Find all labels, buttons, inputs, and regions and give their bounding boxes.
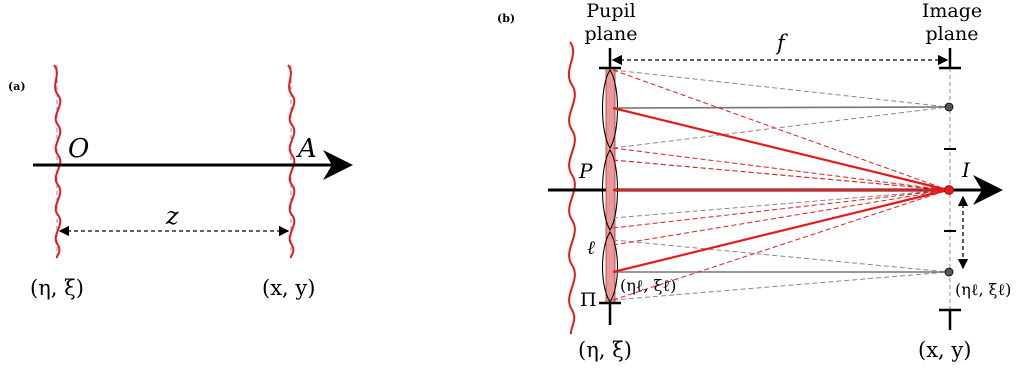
target-wavefront bbox=[287, 64, 296, 259]
lenslet-top bbox=[601, 69, 619, 150]
red-ray-top bbox=[612, 106, 949, 192]
lenslet-middle bbox=[601, 149, 619, 232]
pupil-plane-title-2: plane bbox=[584, 23, 637, 45]
end-label: A bbox=[296, 134, 317, 164]
point-P-label: P bbox=[578, 159, 593, 183]
incoming-wavefront bbox=[567, 41, 576, 335]
grey-dashed-rays bbox=[612, 69, 949, 301]
chief-ray-top bbox=[612, 106, 949, 109]
panel-b-tag: (b) bbox=[497, 12, 515, 25]
panel-a-tag: (a) bbox=[8, 80, 26, 93]
image-plane-title-1: Image bbox=[922, 0, 982, 22]
panel-a: (a) O A z (η, ξ) (x, y) bbox=[8, 64, 353, 300]
lenslet-coords: (ηℓ, ξℓ) bbox=[620, 276, 676, 295]
focal-point-top bbox=[944, 102, 954, 112]
focal-point-bottom bbox=[944, 267, 954, 277]
pupil-aperture bbox=[605, 67, 616, 304]
target-coords: (x, y) bbox=[262, 276, 315, 300]
panel-b: (b) Pupil plane Image plane f bbox=[497, 0, 1011, 362]
pupil-label: Π bbox=[580, 289, 597, 311]
red-dashed-rays bbox=[612, 69, 949, 301]
distance-label: z bbox=[165, 202, 179, 230]
red-ray-bottom bbox=[612, 188, 949, 274]
lenslet-label: ℓ bbox=[587, 237, 595, 259]
source-coords: (η, ξ) bbox=[30, 276, 84, 300]
point-I-label: I bbox=[961, 158, 971, 182]
focal-point-center bbox=[944, 185, 954, 195]
focal-label: f bbox=[775, 31, 788, 55]
pupil-plane-title-1: Pupil bbox=[586, 0, 635, 22]
lenslet-bottom bbox=[602, 230, 618, 304]
origin-label: O bbox=[68, 134, 89, 164]
image-plane-title-2: plane bbox=[925, 23, 978, 45]
image-coords: (x, y) bbox=[918, 338, 971, 362]
pupil-coords: (η, ξ) bbox=[578, 338, 632, 362]
source-wavefront bbox=[53, 64, 62, 259]
image-lenslet-coords: (ηℓ, ξℓ) bbox=[955, 280, 1011, 299]
